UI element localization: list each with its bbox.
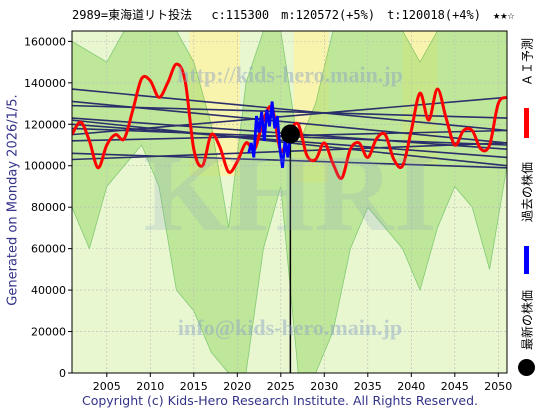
x-tick-label-2045: 2045 <box>441 380 469 393</box>
legend-latest-label: 最新の株価 <box>520 289 535 351</box>
chart-header: 2989=東海道リト投法 c:115300 m:120572(+5%) t:12… <box>72 8 515 22</box>
x-tick-label-2035: 2035 <box>354 380 382 393</box>
y-tick-label-0: 0 <box>59 367 66 380</box>
y-tick-label-100000: 100000 <box>24 160 66 173</box>
x-tick-label-2010: 2010 <box>136 380 164 393</box>
y-tick-label-160000: 160000 <box>24 35 66 48</box>
trend-line-0 <box>72 88 507 132</box>
x-tick-label-2040: 2040 <box>397 380 425 393</box>
x-tick-label-2015: 2015 <box>180 380 208 393</box>
y-tick-label-60000: 60000 <box>31 243 66 256</box>
x-tick-label-2025: 2025 <box>267 380 295 393</box>
legend-latest-dot <box>518 359 535 376</box>
green-band-0 <box>72 31 507 373</box>
watermark-logo: KHRI <box>143 132 436 254</box>
trend-line-2 <box>72 104 507 119</box>
y-tick-label-120000: 120000 <box>24 118 66 131</box>
legend-past-line <box>524 246 529 274</box>
watermark-email: info@kids-hero.main.jp <box>178 315 402 340</box>
x-tick-label-2020: 2020 <box>223 380 251 393</box>
x-tick-label-2050: 2050 <box>484 380 512 393</box>
latest-price-dot <box>280 124 300 144</box>
x-tick-label-2030: 2030 <box>310 380 338 393</box>
y-tick-label-80000: 80000 <box>31 201 66 214</box>
copyright-footer: Copyright (c) Kids-Hero Research Institu… <box>81 393 479 408</box>
y-tick-label-140000: 140000 <box>24 77 66 90</box>
plot-border <box>71 30 508 374</box>
legend-past: 過去の株価 <box>512 140 542 280</box>
legend: ＡＩ予測 過去の株価 最新の株価 <box>512 30 542 380</box>
legend-past-label: 過去の株価 <box>520 161 535 223</box>
legend-ai: ＡＩ予測 <box>512 30 542 140</box>
y-tick-label-40000: 40000 <box>31 284 66 297</box>
legend-ai-label: ＡＩ予測 <box>520 37 535 87</box>
past-price-line <box>247 101 292 168</box>
x-tick-label-2005: 2005 <box>93 380 121 393</box>
legend-ai-line <box>524 108 529 138</box>
watermark-url: http://kids-hero.main.jp <box>177 62 403 87</box>
legend-latest: 最新の株価 <box>512 280 542 380</box>
trend-line-7 <box>72 152 507 169</box>
y-tick-label-20000: 20000 <box>31 326 66 339</box>
generated-date-label: Generated on Monday 2026/1/5. <box>5 94 21 306</box>
plot-area: http://kids-hero.main.jp KHRI info@kids-he… <box>72 31 507 373</box>
